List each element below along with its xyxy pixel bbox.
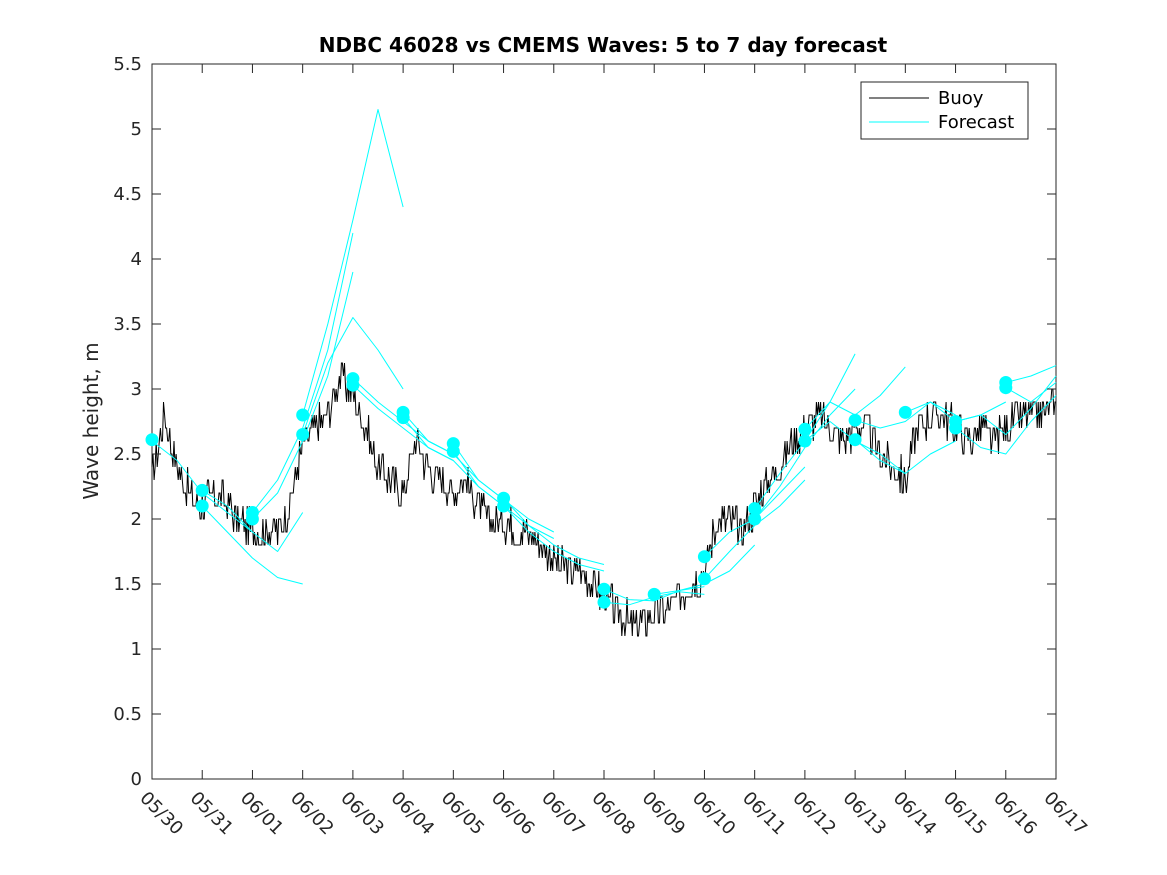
legend-label-buoy: Buoy [938,88,984,109]
y-tick-label: 3.5 [113,314,142,335]
series-forecast-line [704,479,806,580]
forecast-initial-point [446,444,460,458]
forecast-initial-point [697,550,711,564]
forecast-initial-point [245,512,259,526]
forecast-initial-point [296,428,310,441]
forecast-initial-point [195,483,209,497]
series-forecast-line [854,401,956,429]
x-tick-label: 06/01 [236,788,288,840]
y-tick-label: 5.5 [113,54,142,75]
forecast-initial-point [898,405,912,419]
forecast-initial-point [497,499,511,513]
forecast-initial-point [748,502,762,516]
forecast-initial-point [396,411,410,425]
forecast-initial-point [999,381,1013,395]
y-axis-label: Wave height, m [79,342,103,499]
series-forecast-line [302,109,404,416]
x-tick-label: 06/03 [336,788,388,840]
x-tick-label: 06/13 [839,788,891,840]
y-tick-label: 1 [131,639,142,660]
series-forecast-line [252,232,354,513]
x-tick-label: 05/30 [135,788,187,840]
forecast-initial-point [597,582,611,596]
legend: Buoy Forecast [860,81,1029,140]
series-forecast-line [955,395,1057,455]
forecast-initial-point [597,595,611,609]
forecast-initial-point [296,408,310,422]
y-tick-label: 2.5 [113,444,142,465]
y-tick-label: 1.5 [113,574,142,595]
series-forecast-line [302,317,404,435]
y-axis: 0 0.5 1 1.5 2 2.5 3 3.5 4 4.5 5 5.5 [113,54,1056,790]
x-tick-label: 06/06 [487,788,539,840]
axes-box [151,63,1057,780]
forecast-initial-point [798,434,812,448]
x-tick-label: 06/10 [688,788,740,840]
series-forecast-line [503,497,605,565]
series-forecast-line [201,505,303,585]
forecast-initial-point [848,413,862,427]
forecast-initial-point [748,512,762,526]
x-tick-label: 05/31 [186,788,238,840]
y-tick-label: 0 [131,769,142,790]
chart-title: NDBC 46028 vs CMEMS Waves: 5 to 7 day fo… [319,33,888,57]
legend-box [860,81,1029,140]
legend-label-forecast: Forecast [938,112,1014,133]
x-tick-label: 06/16 [989,788,1041,840]
series-forecast-line [201,489,304,552]
forecast-initial-point [848,433,862,447]
x-tick-label: 06/11 [738,788,790,840]
x-tick-label: 06/07 [537,788,589,840]
forecast-initial-point [697,572,711,586]
y-tick-label: 2 [131,509,142,530]
x-tick-label: 06/15 [939,788,991,840]
x-tick-label: 06/17 [1039,788,1091,840]
x-tick-label: 06/14 [889,788,941,840]
x-tick-label: 06/04 [387,788,439,840]
x-tick-label: 06/05 [437,788,489,840]
forecast-initial-point [647,587,661,601]
x-tick-label: 06/12 [788,788,840,840]
forecast-initial-point [145,433,159,447]
forecast-initial-point [949,421,963,435]
y-tick-label: 4.5 [113,184,142,205]
x-tick-label: 06/08 [587,788,639,840]
x-tick-label: 06/02 [286,788,338,840]
forecast-initial-point [346,378,360,392]
series-forecast-line [955,375,1057,435]
forecast-initial-point [195,499,209,513]
series-forecast-line [754,388,856,520]
series-forecast-line [503,505,605,572]
y-tick-label: 5 [131,119,142,140]
series-forecast-line [1005,365,1057,383]
forecast-initial-point [798,422,812,436]
y-tick-label: 4 [131,249,142,270]
x-axis: 05/3005/3106/0106/0206/0306/0406/0506/06… [135,64,1091,839]
y-tick-label: 3 [131,379,142,400]
x-tick-label: 06/09 [638,788,690,840]
series-forecast-line [854,439,956,474]
plot-area [145,63,1057,780]
y-tick-label: 0.5 [113,704,142,725]
